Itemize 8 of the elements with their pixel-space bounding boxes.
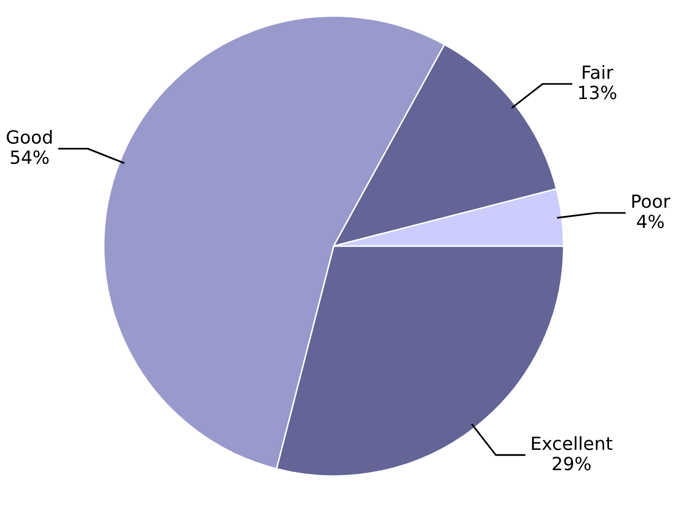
data-label: 4% bbox=[636, 214, 664, 228]
slice-label: Fair bbox=[582, 65, 614, 80]
slice-label: Excellent bbox=[532, 436, 612, 450]
data-label: 29% bbox=[552, 456, 591, 470]
slice-label: Good bbox=[6, 130, 52, 144]
data-label: 54% bbox=[10, 150, 49, 164]
slice-label: Poor bbox=[632, 194, 670, 208]
data-label: 13% bbox=[579, 86, 616, 100]
